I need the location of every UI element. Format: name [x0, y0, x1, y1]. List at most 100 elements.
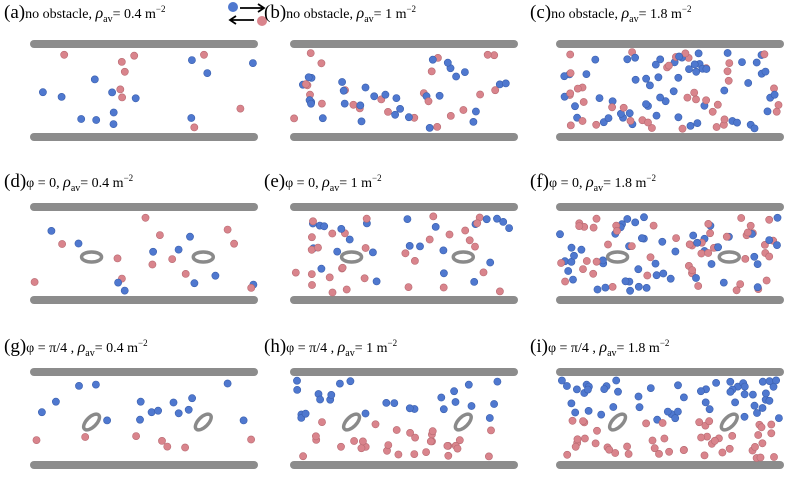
blue-particle [381, 90, 390, 99]
density-subscript: av [85, 348, 95, 359]
red-particle [724, 76, 733, 85]
red-particle [411, 257, 419, 265]
red-particle [483, 50, 492, 59]
red-particle [665, 61, 673, 70]
blue-particle [738, 58, 746, 66]
blue-particle [391, 110, 399, 119]
red-particle [681, 49, 690, 58]
panel-condition: φ = 0, [26, 176, 64, 191]
blue-particle [740, 412, 749, 421]
elliptical-obstacle [453, 412, 473, 432]
red-particle [642, 419, 650, 428]
blue-particle [435, 91, 444, 100]
red-particle [579, 98, 588, 106]
blue-particle [634, 392, 643, 401]
blue-particle [750, 401, 759, 410]
red-particle [371, 420, 380, 429]
density-symbol: ρ [95, 5, 104, 22]
corridor [556, 203, 784, 304]
blue-particle [752, 58, 761, 67]
blue-particle [338, 78, 346, 86]
red-particle [328, 229, 337, 238]
red-particle [648, 124, 656, 132]
red-particle [604, 240, 612, 249]
blue-particle [621, 277, 630, 286]
red-particle [318, 418, 326, 426]
red-particle [563, 450, 572, 459]
blue-particle [712, 378, 720, 387]
blue-particle [758, 377, 767, 386]
blue-particle [680, 393, 688, 402]
blue-particle [564, 267, 573, 275]
panel-tag: (g) [4, 336, 27, 357]
panel-h: (h)φ = π/4 , ρav= 1 m−2 [260, 330, 518, 485]
red-particle [649, 221, 658, 230]
panel-caption: (i)φ = π/4 , ρav= 1.8 m−2 [530, 336, 669, 359]
panel-tag: (f) [530, 171, 549, 192]
blue-particle [601, 283, 610, 292]
blue-particle [109, 108, 118, 117]
density-unit-exponent: −2 [372, 173, 382, 183]
red-particle [579, 265, 587, 273]
blue-particle [571, 408, 580, 417]
red-particle [306, 49, 315, 57]
blue-particle [686, 122, 695, 130]
density-subscript: av [607, 348, 617, 359]
blue-particle [571, 102, 579, 111]
red-particle [695, 418, 704, 427]
red-particle [200, 50, 208, 59]
red-particle [613, 226, 621, 235]
panel-condition: no obstacle, [286, 7, 357, 22]
blue-particle [593, 285, 602, 294]
blue-particle [490, 400, 498, 408]
red-particle [362, 214, 371, 223]
red-particle [688, 266, 697, 275]
panel-caption: (e)φ = 0, ρav= 1 m−2 [264, 171, 382, 194]
blue-particle [293, 385, 302, 394]
top-wall [30, 40, 258, 48]
blue-particle [740, 390, 749, 399]
blue-particle [469, 118, 478, 126]
blue-particle [356, 101, 365, 110]
elliptical-obstacle [81, 412, 102, 432]
blue-particle [674, 113, 683, 122]
panel-i: (i)φ = π/4 , ρav= 1.8 m−2 [526, 330, 784, 485]
red-particle [349, 100, 358, 109]
panel-caption: (h)φ = π/4 , ρav= 1 m−2 [264, 336, 397, 359]
bottom-wall [30, 133, 258, 141]
red-particle [644, 118, 652, 127]
blue-particle [493, 377, 502, 386]
blue-particle [340, 99, 349, 108]
red-particle [713, 100, 722, 109]
red-particle [359, 437, 367, 446]
legend-red-particle [257, 16, 267, 26]
blue-particle [705, 405, 714, 414]
elliptical-obstacle [719, 412, 739, 432]
blue-particle [733, 118, 741, 127]
blue-particle [57, 93, 66, 101]
blue-particle [90, 75, 99, 84]
blue-particle [674, 73, 683, 82]
red-particle [741, 255, 750, 263]
red-particle [116, 85, 125, 94]
red-particle [429, 212, 438, 221]
density-value: = 1.8 m [616, 341, 660, 356]
blue-particle [609, 403, 618, 411]
blue-particle [136, 397, 145, 406]
blue-particle [382, 399, 391, 407]
density-value: = 1 m [354, 341, 388, 356]
blue-particle [493, 214, 501, 223]
blue-particle [316, 395, 324, 404]
blue-particle [569, 275, 577, 284]
blue-particle [763, 107, 772, 116]
red-particle [299, 452, 307, 461]
red-particle [487, 426, 495, 435]
red-particle [700, 451, 709, 460]
blue-particle [184, 405, 193, 414]
blue-particle [562, 382, 571, 390]
red-particle [723, 67, 732, 76]
red-particle [163, 442, 172, 451]
blue-particle [765, 396, 774, 405]
red-particle [725, 444, 734, 453]
red-particle [459, 106, 468, 114]
